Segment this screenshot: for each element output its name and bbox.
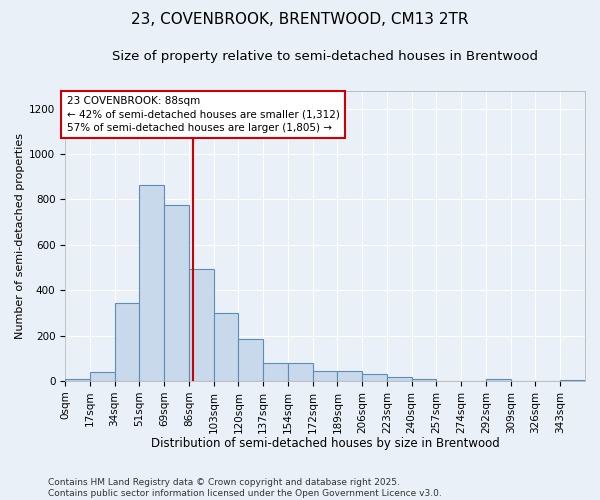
Bar bbox=[263, 363, 288, 381]
Bar bbox=[362, 374, 387, 381]
Bar bbox=[189, 268, 214, 381]
Bar bbox=[90, 372, 115, 381]
Text: 23, COVENBROOK, BRENTWOOD, CM13 2TR: 23, COVENBROOK, BRENTWOOD, CM13 2TR bbox=[131, 12, 469, 28]
Bar bbox=[214, 313, 238, 381]
Bar bbox=[486, 378, 511, 381]
Y-axis label: Number of semi-detached properties: Number of semi-detached properties bbox=[15, 133, 25, 339]
Bar bbox=[337, 371, 362, 381]
Bar bbox=[115, 302, 139, 381]
Bar bbox=[65, 378, 90, 381]
Bar bbox=[164, 205, 189, 381]
Bar bbox=[288, 363, 313, 381]
Text: Contains HM Land Registry data © Crown copyright and database right 2025.
Contai: Contains HM Land Registry data © Crown c… bbox=[48, 478, 442, 498]
X-axis label: Distribution of semi-detached houses by size in Brentwood: Distribution of semi-detached houses by … bbox=[151, 437, 499, 450]
Bar bbox=[387, 377, 412, 381]
Bar bbox=[560, 380, 585, 381]
Bar bbox=[238, 339, 263, 381]
Text: 23 COVENBROOK: 88sqm
← 42% of semi-detached houses are smaller (1,312)
57% of se: 23 COVENBROOK: 88sqm ← 42% of semi-detac… bbox=[67, 96, 340, 132]
Bar bbox=[313, 371, 337, 381]
Bar bbox=[412, 378, 436, 381]
Title: Size of property relative to semi-detached houses in Brentwood: Size of property relative to semi-detach… bbox=[112, 50, 538, 63]
Bar bbox=[139, 184, 164, 381]
